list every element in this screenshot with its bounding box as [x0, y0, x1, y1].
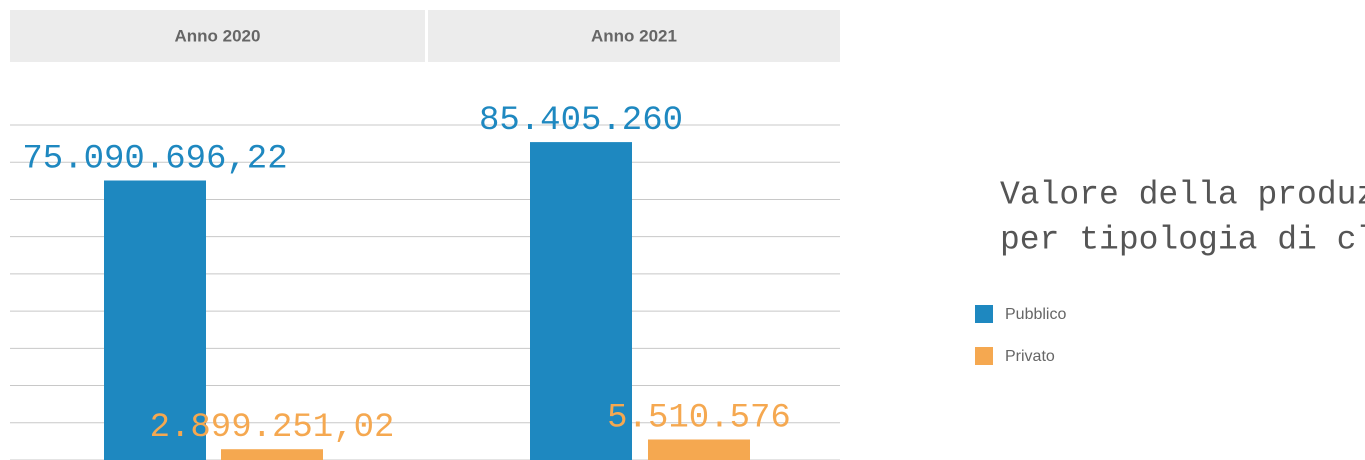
bar: [221, 449, 323, 460]
legend-label: Pubblico: [1005, 306, 1066, 323]
bar: [530, 142, 632, 460]
value-label: 2.899.251,02: [150, 409, 395, 447]
column-header: [10, 10, 425, 62]
value-label: 5.510.576: [607, 399, 791, 437]
value-label: 85.405.260: [479, 102, 683, 140]
legend-label: Privato: [1005, 348, 1055, 365]
x-tick-label: Anno 2021: [591, 26, 677, 45]
legend-swatch: [975, 347, 993, 365]
value-label: 75.090.696,22: [22, 140, 287, 178]
column-header: [428, 10, 840, 62]
chart-title: Valore della produzione: [1000, 177, 1365, 214]
chart-title: per tipologia di cliente: [1000, 222, 1365, 259]
bar: [104, 180, 206, 460]
bar: [648, 439, 750, 460]
legend-swatch: [975, 305, 993, 323]
x-tick-label: Anno 2020: [175, 26, 261, 45]
